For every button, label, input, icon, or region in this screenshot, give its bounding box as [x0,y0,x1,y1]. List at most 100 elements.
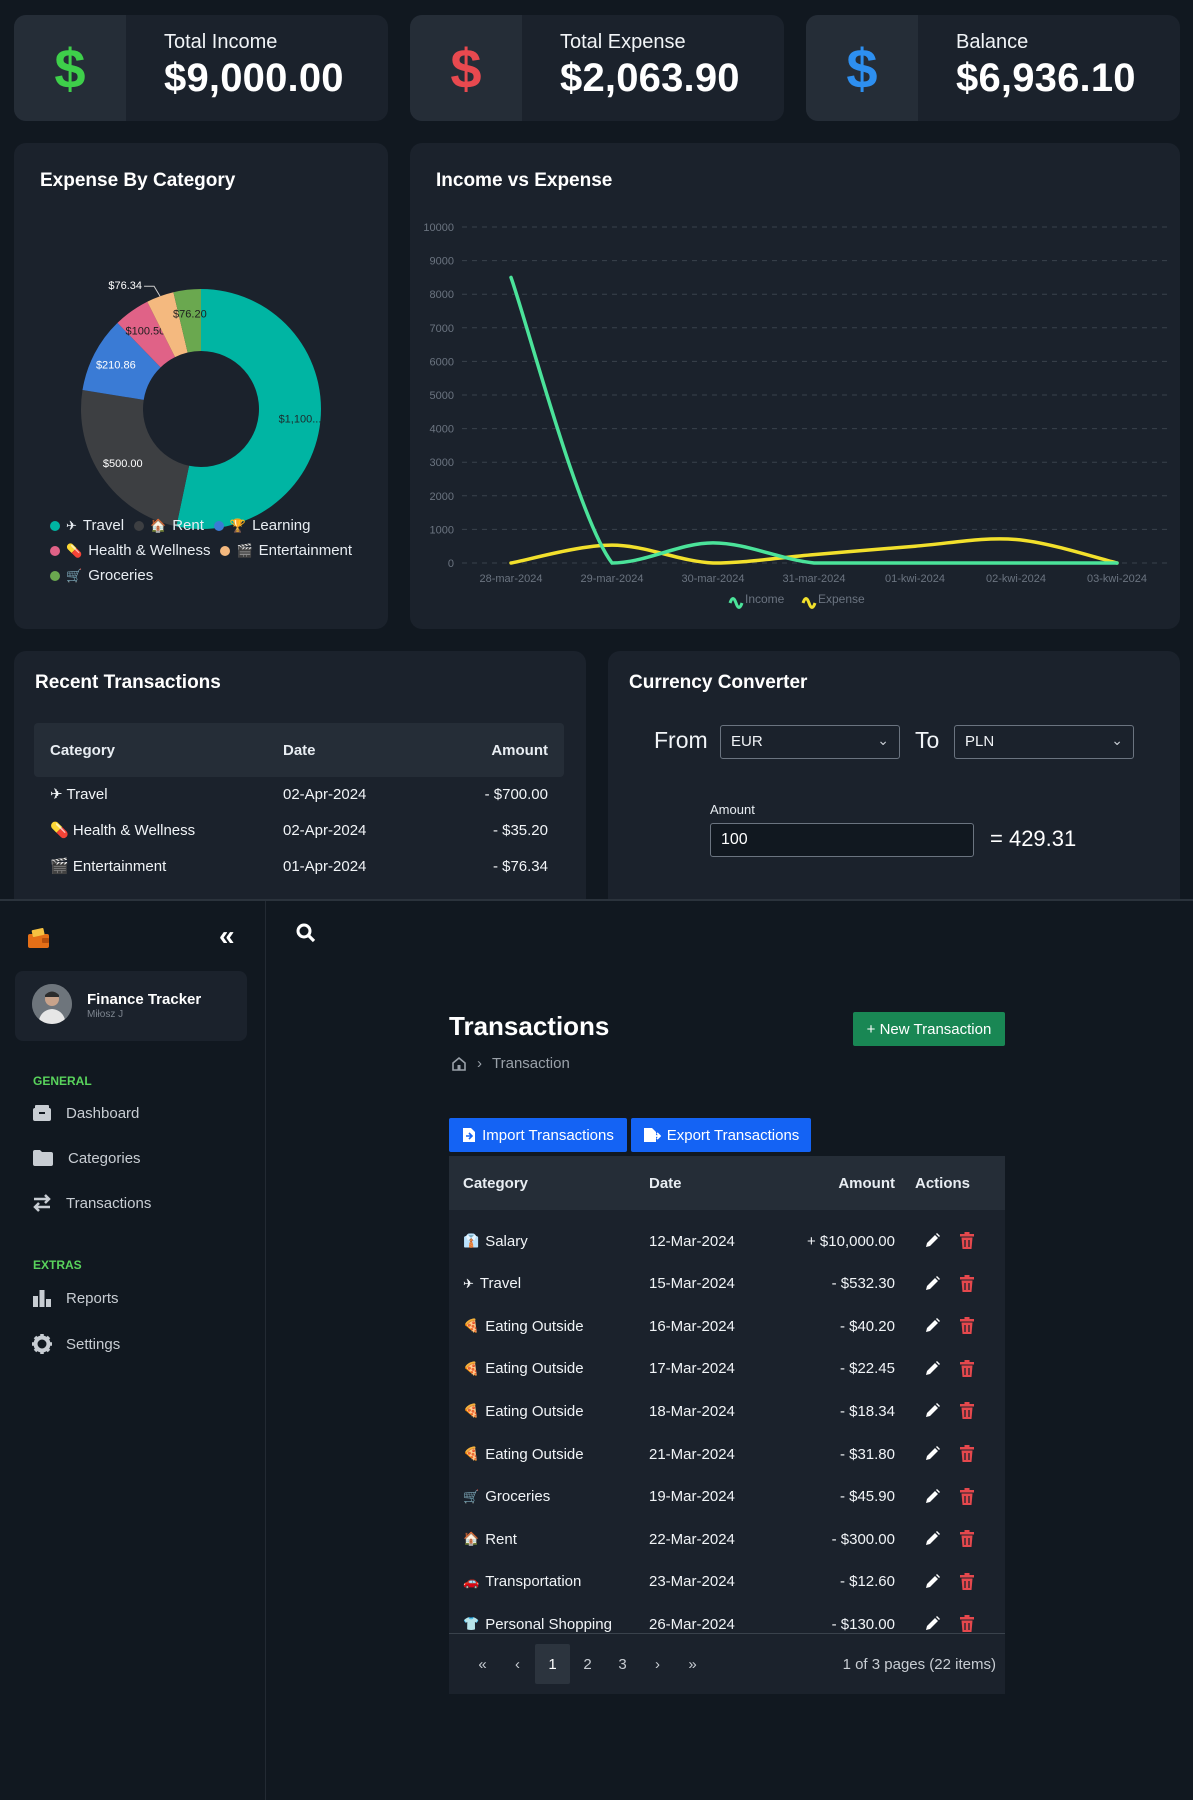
sidebar-item-transactions[interactable]: Transactions [32,1194,151,1212]
header-amount[interactable]: Amount [838,1174,895,1192]
sidebar-item-settings[interactable]: Settings [32,1334,120,1354]
bar-chart-icon [33,1290,51,1307]
edit-pencil-icon[interactable] [923,1232,941,1250]
legend-item-entertainment[interactable]: 🎬 Entertainment [220,542,352,559]
edit-pencil-icon[interactable] [923,1530,941,1548]
date: 19-Mar-2024 [649,1488,735,1506]
next-page-button[interactable]: › [655,1655,660,1673]
header-date[interactable]: Date [649,1174,682,1192]
table-row: 🛒 Groceries 19-Mar-2024 - $45.90 [449,1487,1005,1506]
legend-label: Income [745,592,785,606]
collapse-sidebar-button[interactable]: « [219,920,235,951]
breadcrumb-current: Transaction [492,1055,570,1072]
edit-pencil-icon[interactable] [923,1275,941,1293]
header-category[interactable]: Category [463,1174,529,1192]
new-transaction-button[interactable]: + New Transaction [853,1012,1005,1046]
legend-item-travel[interactable]: ✈ Travel [50,517,124,534]
y-tick-label: 9000 [430,256,454,268]
amount-input[interactable]: 100 [710,823,974,857]
edit-pencil-icon[interactable] [923,1488,941,1506]
page-2-button[interactable]: 2 [583,1655,592,1673]
page-3-button[interactable]: 3 [618,1655,627,1673]
category-name: Transportation [485,1573,582,1591]
y-tick-label: 0 [448,558,454,570]
delete-trash-icon[interactable] [959,1445,975,1463]
delete-trash-icon[interactable] [959,1572,975,1591]
slice-entertainment[interactable] [147,292,188,358]
sidebar-item-reports[interactable]: Reports [32,1289,119,1307]
delete-trash-icon[interactable] [959,1274,975,1293]
import-transactions-button[interactable]: Import Transactions [449,1118,627,1152]
pill-icon: 💊 [50,822,69,839]
category-name: Eating Outside [485,1402,584,1420]
breadcrumb-separator-icon: › [477,1055,482,1072]
label-leader-line [144,285,161,297]
app-name: Finance Tracker [87,991,202,1008]
delete-trash-icon[interactable] [959,1530,975,1548]
entertainment-icon: 🎬 [236,542,253,558]
amount: - $45.90 [839,1488,895,1506]
category-icon: 👕 [463,1616,480,1632]
date: 22-Mar-2024 [649,1530,735,1548]
income-vs-expense-title: Income vs Expense [436,170,613,191]
slice-groceries[interactable] [173,289,201,353]
edit-pencil-icon[interactable] [923,1360,941,1378]
legend-item-health[interactable]: 💊 Health & Wellness [50,542,210,559]
legend-item-groceries[interactable]: 🛒 Groceries [50,567,153,584]
legend-dot [50,520,60,531]
y-tick-label: 6000 [430,356,454,368]
delete-trash-icon[interactable] [959,1359,975,1378]
slice-rent[interactable] [81,390,190,527]
first-page-button[interactable]: « [478,1655,487,1673]
category-name: Salary [485,1232,528,1250]
to-currency-select[interactable]: PLN ⌄ [954,725,1134,759]
legend-item-learning[interactable]: 🏆 Learning [213,517,310,534]
page-1-button[interactable]: 1 [535,1644,570,1684]
home-icon[interactable] [451,1056,467,1072]
transactions-table: Category Date Amount Actions 👔 Salary 12-M… [449,1156,1005,1694]
profile-card[interactable]: Finance Tracker Miłosz J [15,971,247,1041]
from-currency-select[interactable]: EUR ⌄ [720,725,900,759]
series-line-income[interactable] [509,275,1119,565]
delete-trash-icon[interactable] [959,1402,975,1420]
wallet-logo-icon [27,927,51,949]
travel-icon: ✈ [66,517,77,533]
sidebar-item-dashboard[interactable]: Dashboard [32,1104,139,1122]
legend-swatch [728,597,744,609]
search-button[interactable] [296,923,316,943]
date: 12-Mar-2024 [649,1232,735,1250]
slice-health[interactable] [117,301,176,368]
series-line-expense[interactable] [509,537,1119,565]
legend-item-expense[interactable]: Expense [801,592,865,609]
last-page-button[interactable]: » [688,1655,697,1673]
legend-item-rent[interactable]: 🏠 Rent [134,517,204,534]
header-category: Category [50,741,116,759]
category-icon: 🏠 [463,1531,480,1547]
export-transactions-button[interactable]: Export Transactions [631,1118,811,1152]
edit-pencil-icon[interactable] [923,1445,941,1463]
slice-travel[interactable] [176,289,321,529]
date: 02-Apr-2024 [283,821,367,839]
edit-pencil-icon[interactable] [923,1615,941,1633]
delete-trash-icon[interactable] [959,1317,975,1335]
chevron-down-icon: ⌄ [877,732,889,748]
delete-trash-icon[interactable] [959,1232,975,1250]
edit-pencil-icon[interactable] [923,1573,941,1591]
x-tick-label: 30-mar-2024 [682,573,745,585]
sidebar-item-categories[interactable]: Categories [32,1149,141,1167]
y-tick-label: 10000 [423,222,454,234]
slice-learning[interactable] [82,322,161,400]
delete-trash-icon[interactable] [959,1615,975,1633]
category-icon: 🍕 [463,1403,480,1419]
delete-trash-icon[interactable] [959,1487,975,1506]
amount: - $130.00 [831,1615,895,1633]
table-row: 🎬 Entertainment 01-Apr-2024 - $76.34 [34,857,564,876]
edit-pencil-icon[interactable] [923,1317,941,1335]
date: 18-Mar-2024 [649,1402,735,1420]
dollar-icon: $ [410,15,522,121]
prev-page-button[interactable]: ‹ [515,1655,520,1673]
legend-item-income[interactable]: Income [728,592,785,609]
dollar-icon: $ [14,15,126,121]
edit-pencil-icon[interactable] [923,1402,941,1420]
avatar [32,984,72,1024]
